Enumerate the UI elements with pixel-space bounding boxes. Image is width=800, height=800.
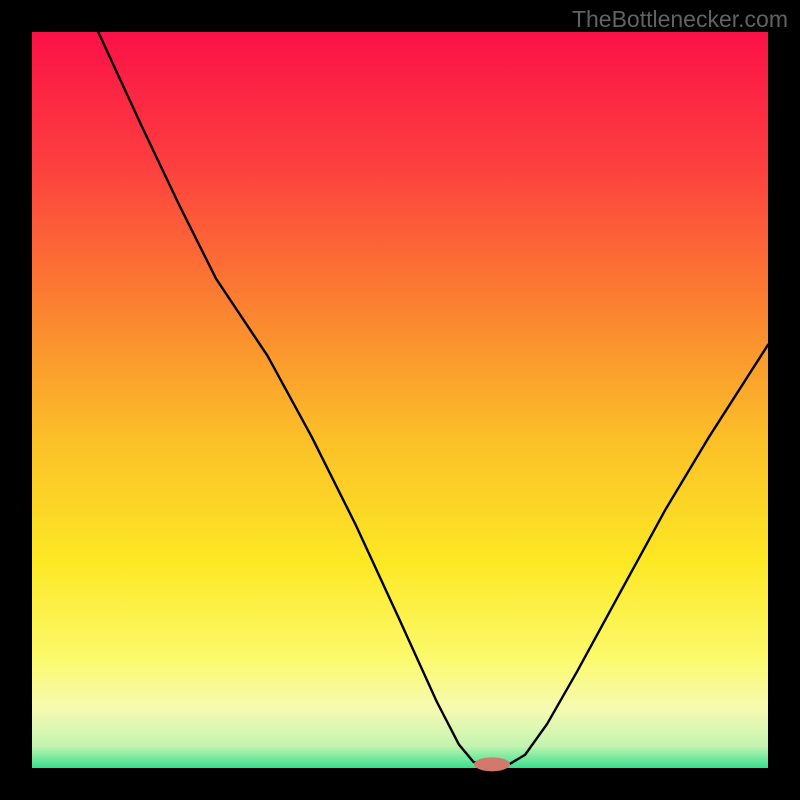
bottleneck-curve [98, 32, 768, 764]
optimal-marker [474, 757, 510, 771]
watermark-text: TheBottlenecker.com [572, 6, 788, 33]
chart-overlay [0, 0, 800, 800]
